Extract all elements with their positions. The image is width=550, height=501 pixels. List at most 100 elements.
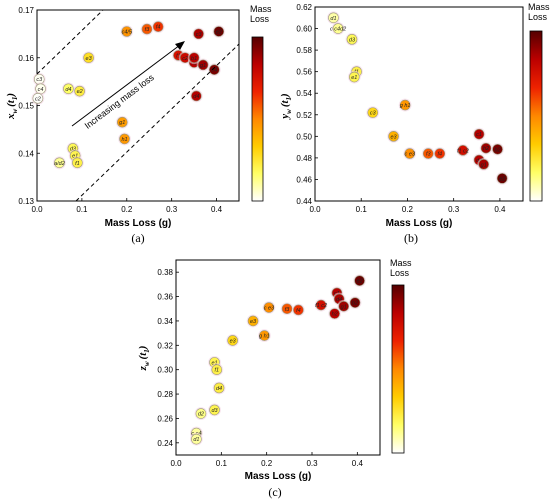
point-label: a/d2 xyxy=(54,161,65,167)
point-marker xyxy=(349,297,361,308)
point-label: c4/5 xyxy=(122,29,133,35)
point-label: e1 xyxy=(351,75,357,81)
chart-panel-c: 0.0 0.1 0.2 0.3 0.4 0.24 0.26 0.28 0.30 0.32 0.34 0… xyxy=(137,258,412,499)
x-tick-label: 0.0 xyxy=(170,459,182,468)
data-point: g h1 xyxy=(258,329,271,342)
x-tick-label: 0.2 xyxy=(121,205,133,214)
point-label: g1 xyxy=(341,304,347,310)
dashed-boundary-upper xyxy=(36,9,104,75)
data-point: e3 xyxy=(226,334,240,347)
y-tick-label: 0.16 xyxy=(18,54,34,63)
point-label: d4 xyxy=(216,386,222,392)
x-tick-label: 0.1 xyxy=(76,205,88,214)
y-tick-label: 0.38 xyxy=(157,268,173,277)
data-point: f4 xyxy=(433,147,447,160)
point-label: d3 xyxy=(349,37,356,43)
colorbar-b: Mass Loss xyxy=(528,2,550,202)
point-marker xyxy=(209,64,220,75)
point-label: g h1 xyxy=(259,334,270,340)
x-axis-label-b: Mass Loss (g) xyxy=(386,218,453,229)
data-point: d4 xyxy=(62,82,75,96)
data-point: b1 xyxy=(187,51,201,65)
data-point: d4 xyxy=(189,89,203,103)
point-label: c2 xyxy=(182,56,188,62)
point-marker xyxy=(496,173,508,184)
point-label: f4 xyxy=(156,25,161,31)
point-label: e1 xyxy=(211,360,217,366)
data-point: d3 xyxy=(345,32,359,46)
y-tick-label: 0.34 xyxy=(157,317,173,326)
y-tick-label: 0.44 xyxy=(296,197,312,206)
plot-frame-b xyxy=(314,6,524,202)
y-tick-label: 0.28 xyxy=(157,390,173,399)
point-marker xyxy=(492,143,503,155)
point-label: f1 xyxy=(176,53,181,59)
x-tick-label: 0.4 xyxy=(494,205,506,214)
point-label: c4 xyxy=(38,87,44,93)
point-marker xyxy=(247,315,259,327)
y-tick-label: 0.24 xyxy=(157,439,173,448)
point-marker xyxy=(141,23,153,35)
point-label: c e3 xyxy=(264,306,275,312)
y-tick-label: 0.62 xyxy=(296,3,312,12)
data-point: g1 xyxy=(477,157,491,171)
point-marker xyxy=(457,145,469,156)
point-label: d2 xyxy=(198,412,204,418)
point-marker xyxy=(195,408,207,419)
colorbar-c: Mass Loss xyxy=(390,258,412,454)
data-point: d1 xyxy=(190,432,203,446)
colorbar-title-b: Mass Loss xyxy=(528,2,550,22)
point-marker xyxy=(263,302,275,313)
point-label: e3 xyxy=(86,56,93,62)
point-label: f3 xyxy=(285,307,291,313)
point-marker xyxy=(329,308,340,319)
data-point: e2 xyxy=(212,25,226,38)
point-label: c1 xyxy=(476,132,482,138)
point-marker xyxy=(480,142,492,154)
data-point: f3 xyxy=(421,147,435,160)
data-point: f4 xyxy=(292,303,305,317)
x-tick-label: 0.1 xyxy=(216,459,228,468)
point-marker xyxy=(191,90,202,102)
y-tick-label: 0.52 xyxy=(296,111,312,120)
y-tick-label: 0.14 xyxy=(18,149,34,158)
point-marker xyxy=(74,85,85,97)
point-label: f1 c2 xyxy=(315,303,327,309)
point-label: g h1 xyxy=(400,103,411,109)
point-marker xyxy=(197,59,209,71)
point-marker xyxy=(83,52,94,64)
colorbar-title-a: Mass Loss xyxy=(250,4,272,24)
point-marker xyxy=(259,330,270,341)
data-point: e2 xyxy=(73,84,87,98)
x-tick-label: 0.3 xyxy=(166,205,178,214)
point-label: e3 xyxy=(391,134,398,140)
y-tick-label: 0.17 xyxy=(18,6,34,15)
point-label: b2 xyxy=(352,301,358,307)
point-marker xyxy=(121,26,133,37)
point-label: c3 xyxy=(36,77,43,83)
data-point: b2 xyxy=(491,142,504,156)
point-label: d3 xyxy=(211,408,218,414)
point-marker xyxy=(193,28,204,40)
x-tick-label: 0.3 xyxy=(448,205,460,214)
data-point: h2 xyxy=(328,307,342,321)
point-label: f3 xyxy=(426,152,432,158)
point-label: e2 xyxy=(499,176,505,182)
data-point: f1 c2 xyxy=(456,143,470,157)
point-label: b1 xyxy=(191,56,197,62)
point-label: e3 xyxy=(250,319,257,325)
point-label: g1 xyxy=(119,120,125,126)
chart-panel-b: 0.0 0.1 0.2 0.3 0.4 0.44 0.46 0.48 0.50 0.52 0.54 0… xyxy=(279,2,550,245)
point-marker xyxy=(399,99,411,111)
y-tick-label: 0.32 xyxy=(157,341,173,350)
x-tick-label: 0.2 xyxy=(261,459,273,468)
point-label: c2 xyxy=(35,96,41,102)
data-point: g h1 xyxy=(398,98,412,112)
panel-label-a: (a) xyxy=(131,231,144,245)
point-marker xyxy=(188,52,200,64)
y-tick-label: 0.15 xyxy=(18,102,34,111)
x-axis-label-c: Mass Loss (g) xyxy=(245,471,312,482)
point-label: f1 xyxy=(215,368,220,374)
x-tick-label: 0.1 xyxy=(356,205,368,214)
